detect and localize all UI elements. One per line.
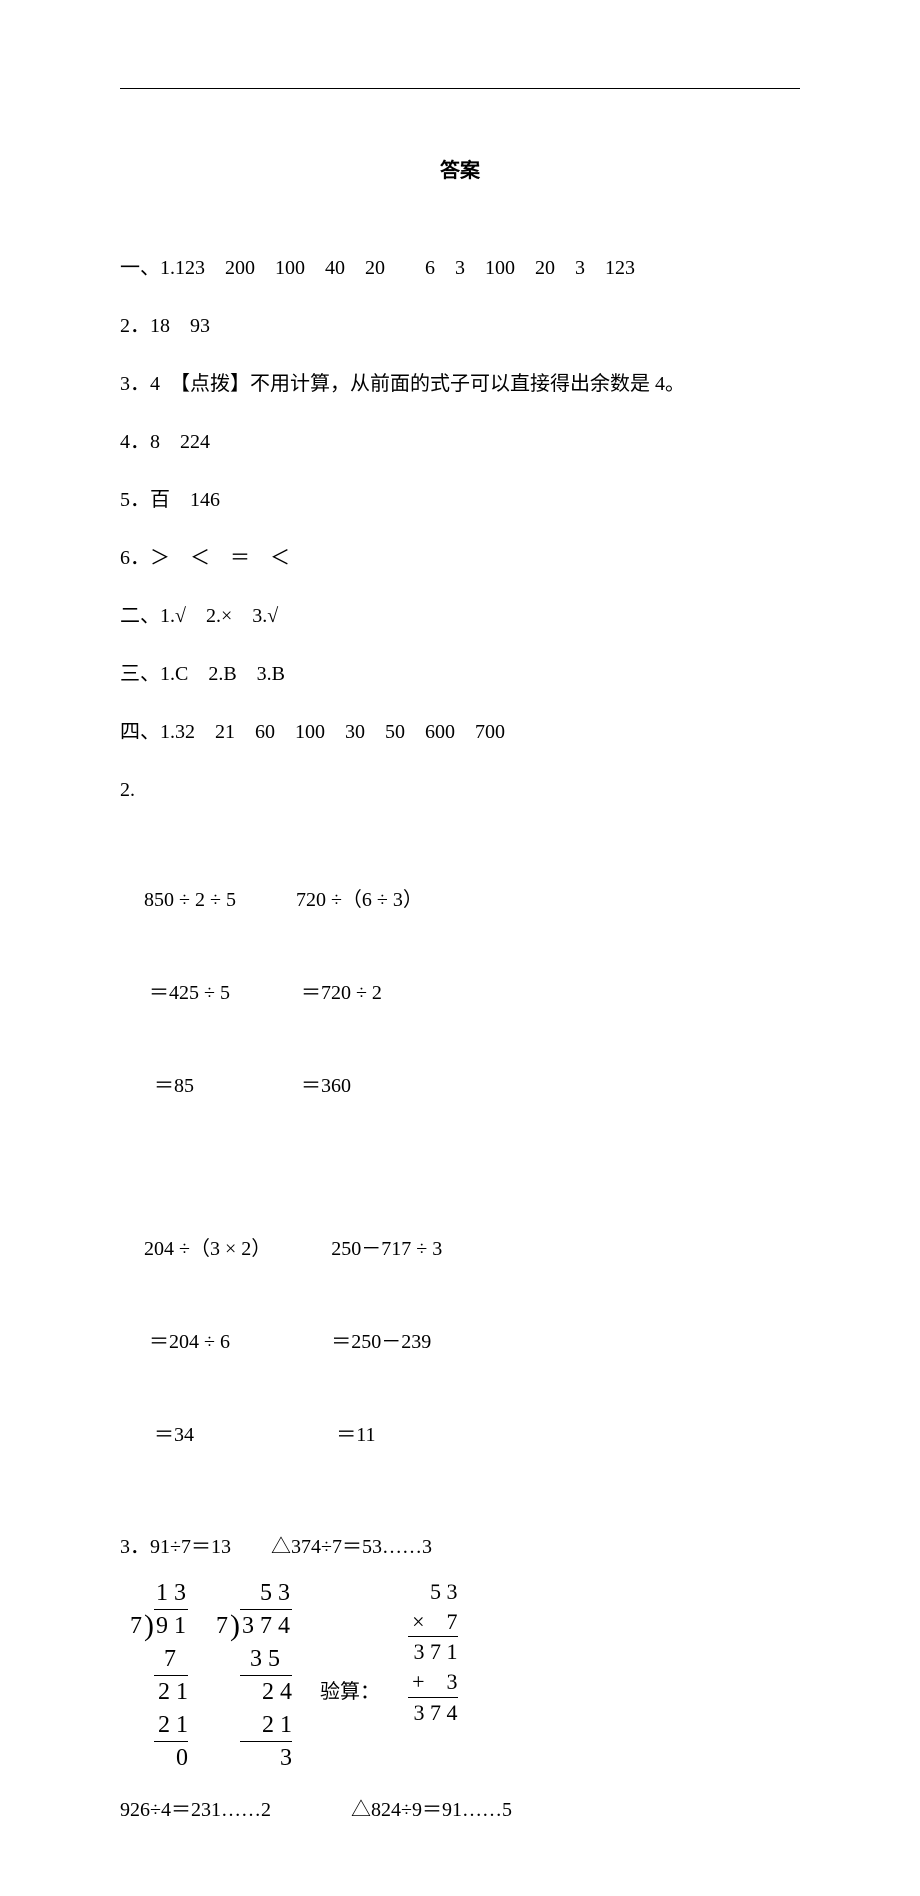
calc-4: 250－717 ÷ 3 ＝250－239 ＝11 xyxy=(331,1172,442,1513)
sec3-header: 3．91÷7＝13 △374÷7＝53……3 xyxy=(120,1521,800,1573)
verify-r3: 3 7 1 xyxy=(408,1636,458,1667)
ld1-bracket-icon: ) xyxy=(144,1609,154,1641)
ld2-r2: 2 4 xyxy=(240,1675,292,1708)
calc-4-c: ＝11 xyxy=(331,1420,442,1451)
verify-r2: × 7 xyxy=(408,1607,458,1637)
ld1-r4: 0 xyxy=(154,1741,188,1774)
long-division-row: 7) 1 3 7 ) 9 1 7 2 1 2 1 0 xyxy=(120,1577,800,1774)
ld2-r1: 3 5 xyxy=(240,1643,292,1675)
calc-block-1: 850 ÷ 2 ÷ 5 ＝425 ÷ 5 ＝85 720 ÷（6 ÷ 3） ＝7… xyxy=(144,823,800,1164)
ld2-frame: 7 ) 3 7 4 3 5 2 4 2 1 3 xyxy=(216,1609,292,1774)
calc-4-b: ＝250－239 xyxy=(331,1327,442,1358)
ans-line-4: 4．8 224 xyxy=(120,413,800,471)
calc-2: 720 ÷（6 ÷ 3） ＝720 ÷ 2 ＝360 xyxy=(296,823,423,1164)
verify-label: 验算： xyxy=(320,1647,380,1704)
header-rule xyxy=(120,88,800,89)
ans-line-3: 3．4 【点拨】不用计算，从前面的式子可以直接得出余数是 4。 xyxy=(120,355,800,413)
ld1-r1: 7 xyxy=(154,1643,188,1675)
calc-1-b: ＝425 ÷ 5 xyxy=(144,978,236,1009)
ld1-r2: 2 1 xyxy=(154,1675,188,1708)
calc-1-a: 850 ÷ 2 ÷ 5 xyxy=(144,885,236,916)
calc-1: 850 ÷ 2 ÷ 5 ＝425 ÷ 5 ＝85 xyxy=(144,823,236,1164)
calc-2-b: ＝720 ÷ 2 xyxy=(296,978,423,1009)
ld1-divisor: 7 xyxy=(130,1609,144,1642)
answer-title: 答案 xyxy=(120,154,800,183)
ans-line-8: 三、1.C 2.B 3.B xyxy=(120,645,800,703)
calc-3-c: ＝34 xyxy=(144,1420,271,1451)
verify-r5: 3 7 4 xyxy=(408,1697,458,1728)
last-line: 926÷4＝231……2 △824÷9＝91……5 xyxy=(120,1784,800,1836)
ld2-bracket-icon: ) xyxy=(230,1609,240,1641)
ans-line-5: 5．百 146 xyxy=(120,471,800,529)
ld1-r3: 2 1 xyxy=(154,1709,188,1741)
long-division-2: 7) 5 3 7 ) 3 7 4 3 5 2 4 2 1 3 xyxy=(216,1577,292,1774)
calc-3-a: 204 ÷（3 × 2） xyxy=(144,1234,271,1265)
ans-line-2: 2．18 93 xyxy=(120,297,800,355)
ans-line-1: 一、1.123 200 100 40 20 6 3 100 20 3 123 xyxy=(120,239,800,297)
ld2-r3: 2 1 xyxy=(240,1709,292,1741)
calc-3-b: ＝204 ÷ 6 xyxy=(144,1327,271,1358)
ld2-quotient: 7) 5 3 xyxy=(216,1577,292,1609)
ans-line-6: 6．＞ ＜ ＝ ＜ xyxy=(120,529,800,587)
ld1-quotient: 7) 1 3 xyxy=(130,1577,188,1609)
ld2-divisor: 7 xyxy=(216,1609,230,1642)
ld1-frame: 7 ) 9 1 7 2 1 2 1 0 xyxy=(130,1609,188,1774)
page: 答案 一、1.123 200 100 40 20 6 3 100 20 3 12… xyxy=(0,0,920,1896)
calc-2-c: ＝360 xyxy=(296,1071,423,1102)
ld2-r4: 3 xyxy=(240,1741,292,1774)
calc-3: 204 ÷（3 × 2） ＝204 ÷ 6 ＝34 xyxy=(144,1172,271,1513)
ans-line-10: 2. xyxy=(120,761,800,819)
calc-4-a: 250－717 ÷ 3 xyxy=(331,1234,442,1265)
calc-block-2: 204 ÷（3 × 2） ＝204 ÷ 6 ＝34 250－717 ÷ 3 ＝2… xyxy=(144,1172,800,1513)
verification-calc: 5 3 × 7 3 7 1 + 3 3 7 4 xyxy=(408,1577,458,1727)
verify-r4: + 3 xyxy=(408,1667,458,1697)
calc-1-c: ＝85 xyxy=(144,1071,236,1102)
verify-r1: 5 3 xyxy=(408,1577,458,1607)
ans-line-7: 二、1.√ 2.× 3.√ xyxy=(120,587,800,645)
calc-2-a: 720 ÷（6 ÷ 3） xyxy=(296,885,423,916)
ans-line-9: 四、1.32 21 60 100 30 50 600 700 xyxy=(120,703,800,761)
ld2-dividend: 3 7 4 xyxy=(240,1609,292,1642)
ld1-dividend: 9 1 xyxy=(154,1609,188,1642)
long-division-1: 7) 1 3 7 ) 9 1 7 2 1 2 1 0 xyxy=(130,1577,188,1774)
